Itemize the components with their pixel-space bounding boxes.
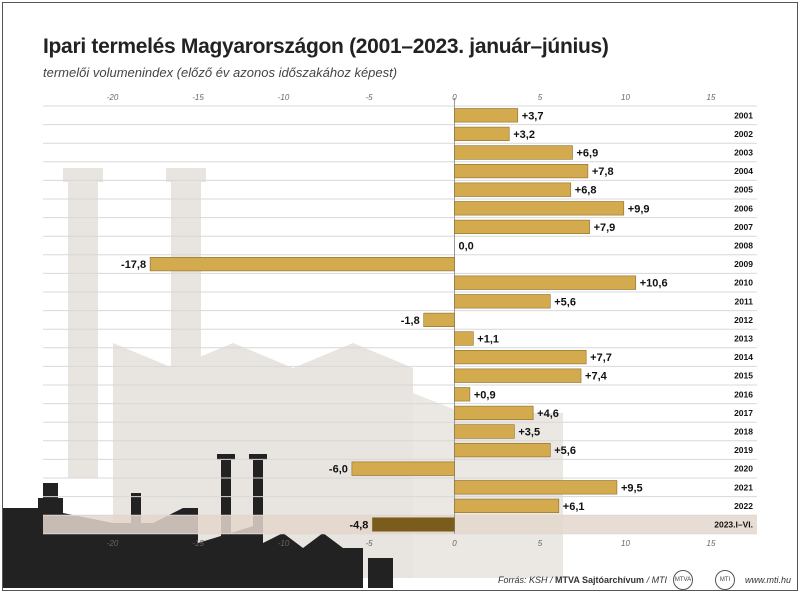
- value-label: +7,4: [585, 371, 608, 383]
- year-label: 2012: [734, 315, 753, 325]
- bar: [454, 275, 637, 290]
- year-label: 2008: [734, 241, 753, 251]
- bar: [454, 201, 625, 216]
- value-label: 0,0: [459, 241, 474, 253]
- value-label: +6,8: [575, 185, 597, 197]
- year-label: 2006: [734, 203, 753, 213]
- year-label: 2022: [734, 501, 753, 511]
- tick-label-bottom: -5: [365, 539, 373, 548]
- bar: [454, 498, 560, 514]
- year-label: 2011: [735, 296, 754, 306]
- bar: [454, 405, 534, 421]
- year-label: 2018: [734, 427, 753, 437]
- value-label: +6,9: [576, 148, 598, 160]
- year-label: 2017: [734, 408, 753, 418]
- year-label: 2023.I–VI.: [714, 520, 753, 530]
- year-label: 2016: [734, 389, 753, 399]
- year-label: 2003: [734, 148, 753, 158]
- year-label: 2014: [734, 352, 753, 362]
- bar: [454, 424, 515, 439]
- source-suffix: / MTI: [646, 575, 668, 585]
- tick-label-bottom: 5: [538, 539, 543, 548]
- bar: [454, 349, 587, 365]
- value-label: +4,6: [537, 408, 559, 420]
- value-label: -4,8: [349, 520, 368, 532]
- year-label: 2007: [734, 222, 753, 232]
- year-label: 2010: [734, 278, 753, 288]
- value-label: +7,8: [592, 166, 614, 178]
- source-bold: MTVA Sajtóarchívum: [555, 575, 645, 585]
- value-label: +3,5: [518, 427, 540, 439]
- bar: [372, 517, 455, 532]
- value-label: +3,2: [513, 129, 535, 141]
- bar: [454, 331, 474, 346]
- bar: [454, 219, 590, 235]
- value-label: -17,8: [121, 259, 146, 271]
- value-label: -1,8: [401, 315, 420, 327]
- year-label: 2004: [734, 166, 753, 176]
- year-label: 2019: [734, 445, 753, 455]
- tick-label-bottom: 0: [452, 539, 457, 548]
- value-label: +9,5: [621, 482, 643, 494]
- value-label: +6,1: [563, 501, 585, 513]
- tick-label-bottom: -15: [192, 539, 204, 548]
- tick-label-top: 15: [707, 93, 716, 102]
- tick-label-top: -20: [107, 93, 119, 102]
- value-label: -6,0: [329, 464, 348, 476]
- bar: [454, 164, 589, 179]
- value-label: +7,9: [594, 222, 616, 234]
- bar: [454, 294, 551, 309]
- tick-label-bottom: 15: [707, 539, 716, 548]
- year-label: 2020: [734, 464, 753, 474]
- bar: [454, 368, 582, 383]
- value-label: +9,9: [628, 203, 650, 215]
- bar: [423, 312, 455, 328]
- tick-label-bottom: -10: [278, 539, 290, 548]
- value-label: +7,7: [590, 352, 612, 364]
- year-label: 2002: [734, 129, 753, 139]
- bar: [454, 126, 510, 141]
- tick-label-top: -5: [365, 93, 373, 102]
- value-label: +5,6: [554, 445, 576, 457]
- tick-label-bottom: 10: [621, 539, 630, 548]
- value-label: +10,6: [640, 278, 668, 290]
- bar: [454, 145, 573, 160]
- year-label: 2015: [734, 371, 753, 381]
- tick-label-top: 10: [621, 93, 630, 102]
- tick-label-top: 0: [452, 93, 457, 102]
- chart-title: Ipari termelés Magyarországon (2001–2023…: [43, 35, 609, 58]
- bar: [454, 108, 519, 123]
- value-label: +5,6: [554, 296, 576, 308]
- chart-subtitle: termelői volumenindex (előző év azonos i…: [43, 65, 398, 80]
- tick-label-top: 5: [538, 93, 543, 102]
- tick-label-top: -10: [278, 93, 290, 102]
- footer: Forrás: KSH / MTVA Sajtóarchívum / MTI M…: [3, 568, 797, 590]
- mtva-logo-icon: MTVA: [673, 570, 693, 590]
- value-label: +0,9: [474, 389, 496, 401]
- website-link: www.mti.hu: [745, 575, 792, 585]
- bar: [149, 257, 455, 272]
- year-label: 2013: [734, 334, 753, 344]
- bar: [351, 461, 455, 476]
- value-label: +3,7: [522, 110, 544, 122]
- year-label: 2021: [734, 482, 753, 492]
- source-prefix: Forrás: KSH /: [498, 575, 553, 585]
- bar: [454, 387, 471, 402]
- mti-logo-icon: MTI: [715, 570, 735, 590]
- tick-label-bottom: -20: [107, 539, 119, 548]
- value-label: +1,1: [477, 334, 499, 346]
- year-label: 2009: [734, 259, 753, 269]
- bar: [454, 182, 572, 197]
- year-label: 2001: [734, 110, 753, 120]
- year-label: 2005: [734, 185, 753, 195]
- bar-chart: -20 -20 -15 -15 -10 -10 -5 -5 0 0 5 5 10 10 15 15 +3,7 20…: [3, 93, 757, 588]
- bar: [454, 442, 551, 458]
- tick-label-top: -15: [192, 93, 204, 102]
- bar: [454, 480, 618, 495]
- source-credit: Forrás: KSH / MTVA Sajtóarchívum / MTI: [498, 575, 667, 585]
